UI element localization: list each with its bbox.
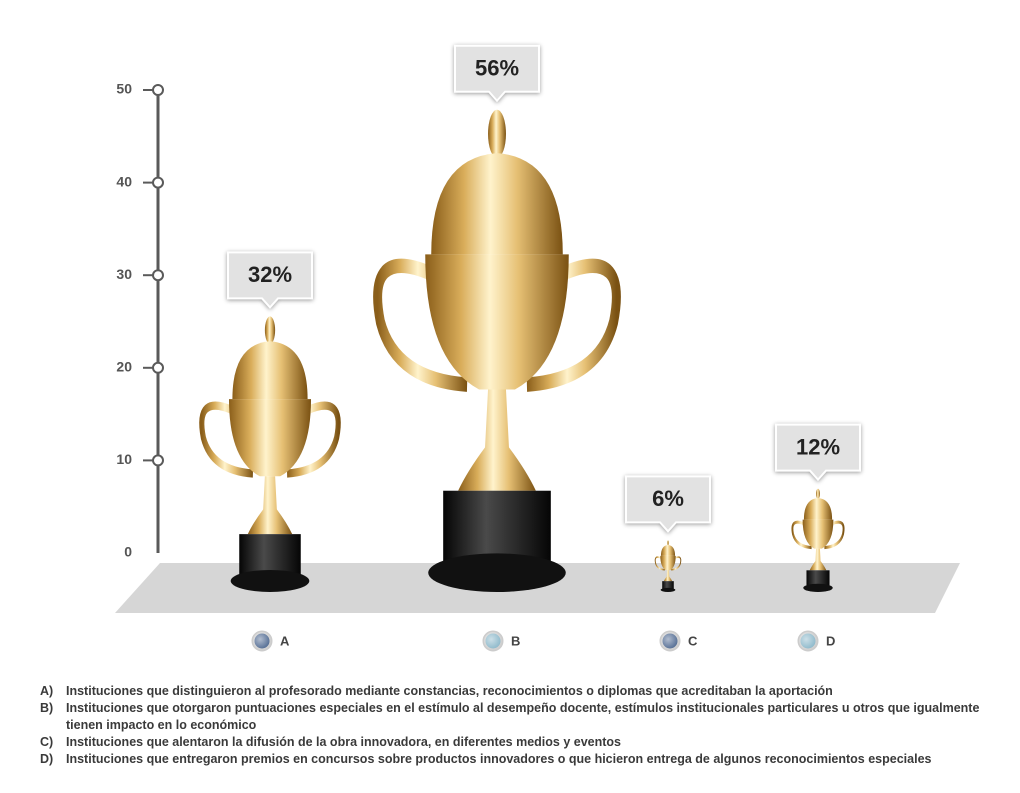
y-tick-label: 30 xyxy=(116,266,132,282)
trophy xyxy=(378,110,617,592)
legend-key: D) xyxy=(40,751,66,768)
legend-item: C)Instituciones que alentaron la difusió… xyxy=(40,734,1000,751)
y-tick-label: 40 xyxy=(116,173,132,189)
trophy-lid xyxy=(661,545,675,556)
tick-dot xyxy=(153,363,163,373)
trophy-cup xyxy=(425,254,569,389)
legend-item: D)Instituciones que entregaron premios e… xyxy=(40,751,1000,768)
tick-dot xyxy=(153,270,163,280)
trophy-lid xyxy=(232,341,307,399)
legend-item: B)Instituciones que otorgaron puntuacion… xyxy=(40,700,1000,734)
y-tick-label: 20 xyxy=(116,359,132,375)
chart: 0 10 20 30 40 50 32% A 56% B 6% C 12% D xyxy=(0,0,1020,680)
legend-key: C) xyxy=(40,734,66,751)
trophy-lid xyxy=(431,153,563,254)
trophy-finial xyxy=(488,110,506,158)
trophy-cup xyxy=(803,520,834,549)
trophy-finial xyxy=(667,540,669,545)
legend-text: Instituciones que distinguieron al profe… xyxy=(66,683,833,700)
category-label: A xyxy=(280,633,290,648)
trophy-lid xyxy=(804,498,832,520)
trophy-foot xyxy=(428,553,566,592)
trophy-stem xyxy=(810,549,827,571)
legend: A)Instituciones que distinguieron al pro… xyxy=(40,683,1000,768)
category-dot-shine xyxy=(253,632,271,650)
legend-text: Instituciones que entregaron premios en … xyxy=(66,751,931,768)
legend-text: Instituciones que otorgaron puntuaciones… xyxy=(66,700,1000,734)
trophy-foot xyxy=(231,570,310,592)
category-dot-shine xyxy=(484,632,502,650)
y-tick-label: 0 xyxy=(124,544,132,560)
value-label: 32% xyxy=(248,262,292,287)
value-label: 56% xyxy=(475,56,519,81)
category-dot-shine xyxy=(799,632,817,650)
tick-dot xyxy=(153,178,163,188)
tick-dot xyxy=(153,85,163,95)
category-label: B xyxy=(511,633,520,648)
page: 0102030405032%A56%B6%C12%D A)Institucion… xyxy=(0,0,1020,793)
y-tick-label: 50 xyxy=(116,81,132,97)
value-label: 12% xyxy=(796,434,840,459)
category-label: D xyxy=(826,633,835,648)
category-label: C xyxy=(688,633,698,648)
trophy-finial xyxy=(816,489,820,499)
tick-dot xyxy=(153,455,163,465)
legend-text: Instituciones que alentaron la difusión … xyxy=(66,734,621,751)
trophy-finial xyxy=(265,316,275,344)
trophy-stem xyxy=(458,389,536,490)
trophy-stem xyxy=(248,476,292,534)
category-dot-shine xyxy=(661,632,679,650)
trophy-foot xyxy=(661,588,676,592)
y-tick-label: 10 xyxy=(116,451,132,467)
legend-key: B) xyxy=(40,700,66,734)
legend-key: A) xyxy=(40,683,66,700)
trophy xyxy=(202,316,338,592)
legend-item: A)Instituciones que distinguieron al pro… xyxy=(40,683,1000,700)
value-label: 6% xyxy=(652,486,684,511)
trophy-foot xyxy=(803,584,832,592)
trophy-cup xyxy=(229,399,311,476)
